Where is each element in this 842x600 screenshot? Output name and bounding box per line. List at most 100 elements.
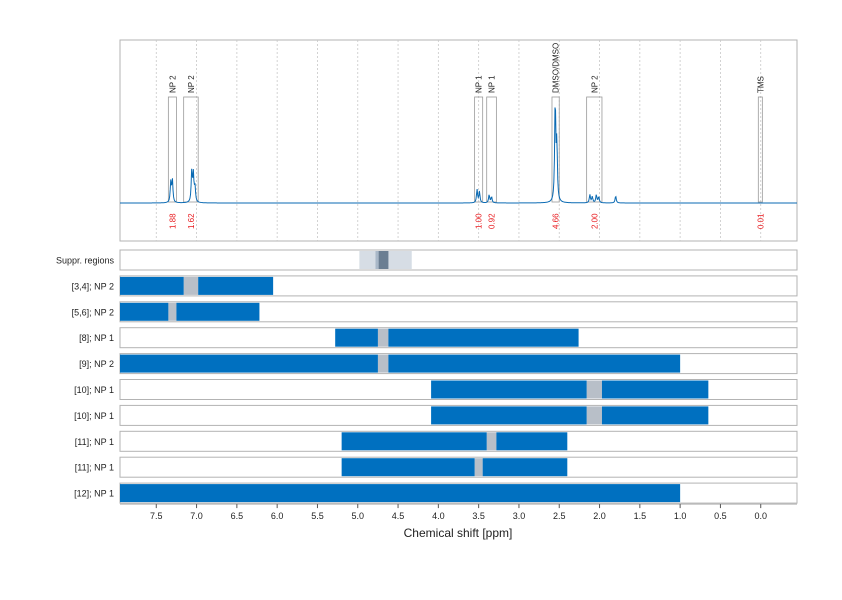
range-bar — [120, 354, 378, 373]
x-tick-label: 7.5 — [150, 511, 163, 521]
x-tick-label: 7.0 — [190, 511, 203, 521]
range-bar — [198, 276, 274, 295]
peak-box — [474, 96, 484, 203]
range-gap — [486, 432, 497, 451]
range-rows: Suppr. regions [3,4]; NP 2 [5,6]; NP 2 [8];… — [56, 249, 798, 504]
range-gap — [377, 354, 389, 373]
range-gap — [586, 380, 602, 399]
x-tick-label: 6.0 — [271, 511, 284, 521]
suppression-region-center — [378, 251, 389, 269]
peak-box — [167, 96, 177, 203]
range-bar — [601, 380, 709, 399]
x-tick-label: 5.0 — [351, 511, 364, 521]
integral-value: 0.92 — [488, 213, 497, 229]
x-tick-label: 4.5 — [392, 511, 405, 521]
integral-value: 1.88 — [168, 213, 177, 229]
peak-label: NP 2 — [168, 75, 177, 93]
range-bar — [388, 354, 681, 373]
peak-annotation: NP 1 1.00 — [474, 75, 484, 229]
row-label: [5,6]; NP 2 — [72, 307, 114, 317]
range-bar — [341, 458, 475, 477]
row-label: [11]; NP 1 — [75, 437, 114, 447]
x-tick-label: 6.5 — [231, 511, 244, 521]
x-axis-label: Chemical shift [ppm] — [404, 526, 513, 540]
x-tick-label: 3.5 — [472, 511, 485, 521]
spectrum-grid — [155, 40, 762, 241]
integral-value: 2.00 — [590, 213, 599, 229]
spectrum-panel — [119, 39, 798, 242]
range-bar — [341, 432, 487, 451]
x-tick-label: 5.5 — [311, 511, 324, 521]
peak-box — [183, 96, 199, 203]
x-tick-label: 1.0 — [674, 511, 687, 521]
range-bar — [482, 458, 568, 477]
range-gap — [168, 302, 177, 321]
range-bar — [335, 328, 378, 347]
peak-annotation: NP 2 1.88 — [167, 75, 177, 229]
peak-box — [586, 96, 603, 203]
peak-annotation: DMSO/DMSO 4.66 — [551, 43, 561, 229]
peak-label: TMS — [756, 76, 765, 93]
range-bar — [120, 276, 184, 295]
range-bar — [176, 302, 260, 321]
range-gap — [183, 276, 199, 295]
x-tick-label: 2.5 — [553, 511, 566, 521]
range-row: [9]; NP 2 — [79, 353, 798, 375]
x-tick-label: 2.0 — [593, 511, 606, 521]
x-tick-label: 4.0 — [432, 511, 445, 521]
peak-label: NP 2 — [187, 75, 196, 93]
integral-value: 1.62 — [187, 213, 196, 229]
integral-value: 1.00 — [475, 213, 484, 229]
row-label: Suppr. regions — [56, 256, 115, 266]
x-tick-label: 1.5 — [634, 511, 647, 521]
row-frame — [119, 249, 798, 271]
peak-label: NP 1 — [488, 75, 497, 93]
integral-value: 0.01 — [756, 213, 765, 229]
range-gap — [586, 406, 602, 425]
peak-label: DMSO/DMSO — [552, 43, 561, 93]
x-tick-label: 0.0 — [754, 511, 767, 521]
x-tick-label: 3.0 — [513, 511, 526, 521]
range-bar — [601, 406, 709, 425]
range-gap — [377, 328, 389, 347]
peak-label: NP 2 — [590, 75, 599, 93]
range-row: [10]; NP 1 — [74, 404, 798, 426]
peak-annotation: NP 1 0.92 — [486, 75, 497, 229]
range-bar — [388, 328, 579, 347]
row-label: [12]; NP 1 — [74, 489, 114, 499]
peak-annotations: NP 2 1.88 NP 2 1.62 NP 1 1.00 NP 1 0.92 DMSO/DMS… — [167, 43, 765, 229]
range-bar — [120, 484, 681, 503]
range-bar — [120, 302, 169, 321]
peak-box — [486, 96, 497, 203]
range-bar — [496, 432, 568, 451]
row-label: [10]; NP 1 — [74, 385, 114, 395]
row-label: [8]; NP 1 — [79, 333, 114, 343]
range-row: [11]; NP 1 — [75, 430, 798, 452]
range-gap — [474, 458, 483, 477]
range-bar — [431, 380, 587, 399]
peak-annotation: NP 2 1.62 — [183, 75, 199, 229]
row-label: [11]; NP 1 — [75, 463, 114, 473]
peak-box — [551, 96, 560, 203]
range-row: [3,4]; NP 2 — [72, 275, 798, 297]
row-label: [10]; NP 1 — [74, 411, 114, 421]
range-row: [10]; NP 1 — [74, 379, 798, 400]
peak-annotation: NP 2 2.00 — [586, 75, 603, 229]
peak-label: NP 1 — [475, 75, 484, 93]
spectrum-trace — [120, 107, 797, 204]
peak-box — [757, 96, 763, 203]
x-tick-label: 0.5 — [714, 511, 727, 521]
peak-annotation: TMS 0.01 — [756, 76, 765, 229]
row-label: [9]; NP 2 — [79, 359, 114, 369]
range-row: [8]; NP 1 — [79, 327, 798, 349]
integral-value: 4.66 — [552, 213, 561, 229]
suppression-row: Suppr. regions — [56, 249, 798, 271]
x-axis: 7.5 7.0 6.5 6.0 5.5 5.0 4.5 4.0 3.5 3.0 2.5 2.0 1.5 1… — [120, 503, 797, 521]
range-row: [12]; NP 1 — [74, 482, 798, 504]
row-label: [3,4]; NP 2 — [72, 281, 114, 291]
range-row: [5,6]; NP 2 — [72, 301, 798, 323]
range-bar — [431, 406, 587, 425]
range-row: [11]; NP 1 — [75, 456, 798, 478]
